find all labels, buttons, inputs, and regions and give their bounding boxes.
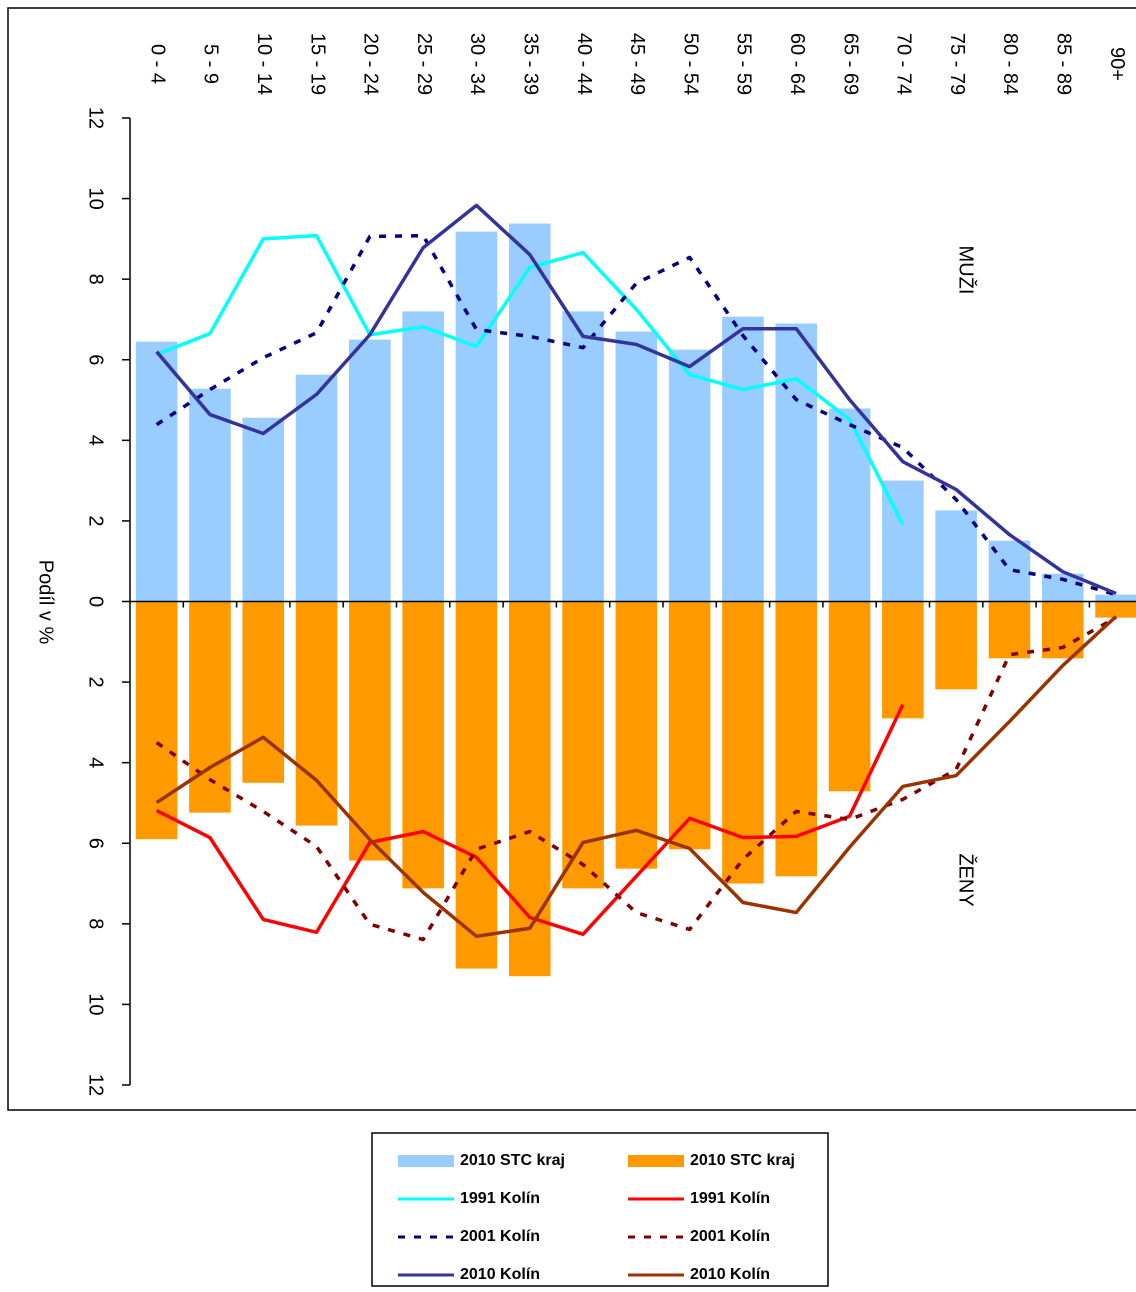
bar	[828, 408, 871, 602]
line	[155, 703, 905, 937]
legend-label: 2001 Kolín	[460, 1228, 540, 1245]
y-tick-label: 2	[85, 515, 107, 526]
bar	[882, 601, 924, 719]
bar	[562, 311, 604, 602]
y-tick-label: 2	[85, 677, 107, 688]
bar	[135, 341, 178, 602]
bar	[402, 601, 444, 889]
x-tick-label: 40 - 44	[573, 33, 595, 95]
legend-label: 2001 Kolín	[690, 1228, 770, 1245]
x-tick-label: 5 - 9	[200, 44, 222, 84]
y-tick-label: 4	[85, 435, 107, 446]
legend-label: 2010 STC kraj	[690, 1152, 795, 1169]
bar	[295, 374, 338, 602]
bar	[402, 311, 444, 602]
y-tick-label: 12	[85, 107, 107, 129]
y-tick-label: 6	[85, 838, 107, 849]
legend-label: 1991 Kolín	[460, 1190, 540, 1207]
bar	[935, 510, 977, 602]
bar	[508, 223, 551, 602]
legend-label: 1991 Kolín	[690, 1190, 770, 1207]
x-tick-label: 20 - 24	[360, 33, 382, 95]
bar	[349, 601, 391, 861]
bar	[615, 601, 658, 869]
bar	[242, 417, 285, 602]
bar	[295, 601, 338, 826]
bar	[349, 339, 391, 602]
bar	[775, 323, 818, 602]
annotation: MUŽI	[955, 246, 978, 295]
x-tick-label: 60 - 64	[786, 33, 808, 95]
y-tick-label: 8	[85, 274, 107, 285]
bar	[242, 601, 285, 783]
bar	[668, 601, 711, 850]
y-tick-label: 10	[85, 993, 107, 1015]
x-tick-label: 70 - 74	[893, 33, 915, 95]
legend-swatch	[398, 1155, 454, 1167]
x-tick-label: 85 - 89	[1052, 33, 1074, 95]
x-tick-label: 55 - 59	[733, 33, 755, 95]
x-tick-label: 90+	[1106, 47, 1128, 81]
x-tick-label: 35 - 39	[519, 33, 541, 95]
line	[156, 233, 905, 526]
y-tick-label: 0	[85, 596, 107, 607]
line	[155, 203, 1117, 596]
y-tick-label: 4	[85, 757, 107, 768]
x-tick-label: 45 - 49	[626, 33, 648, 95]
bar	[1095, 594, 1136, 602]
chart-border	[7, 7, 1136, 1111]
bar	[988, 601, 1031, 659]
legend-label: 2010 Kolín	[690, 1266, 770, 1283]
x-tick-label: 65 - 69	[839, 33, 861, 95]
x-tick-label: 25 - 29	[413, 33, 435, 95]
bar	[828, 601, 871, 792]
y-tick-label: 8	[85, 918, 107, 929]
y-tick-label: 10	[85, 187, 107, 209]
bar	[668, 349, 711, 602]
bar	[615, 331, 658, 602]
bar	[722, 316, 764, 602]
line	[155, 615, 1118, 939]
x-tick-label: 0 - 4	[146, 44, 168, 84]
x-tick-label: 30 - 34	[466, 33, 488, 95]
y-axis-label: Podíl v %	[35, 560, 57, 645]
x-tick-label: 15 - 19	[306, 33, 328, 95]
y-tick-label: 12	[85, 1074, 107, 1096]
bar	[935, 601, 977, 690]
legend-label: 2010 STC kraj	[460, 1152, 565, 1169]
bar	[455, 231, 498, 602]
line	[155, 233, 1117, 597]
legend-swatch	[628, 1155, 684, 1167]
annotation: ŽENY	[955, 853, 978, 906]
legend-label: 2010 Kolín	[460, 1266, 540, 1283]
x-tick-label: 75 - 79	[946, 33, 968, 95]
bar	[455, 601, 498, 969]
bar	[189, 388, 231, 602]
x-tick-label: 80 - 84	[999, 33, 1021, 95]
x-tick-label: 10 - 14	[253, 33, 275, 95]
y-tick-label: 6	[85, 354, 107, 365]
x-tick-label: 50 - 54	[679, 33, 701, 95]
bar	[1095, 601, 1136, 618]
bar	[135, 601, 178, 840]
bar	[722, 601, 764, 884]
bar	[508, 601, 551, 977]
